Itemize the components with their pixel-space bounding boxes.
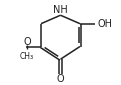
Text: O: O <box>57 74 64 84</box>
Text: OH: OH <box>98 19 113 29</box>
Text: NH: NH <box>53 5 68 15</box>
Text: CH₃: CH₃ <box>20 52 34 61</box>
Text: O: O <box>24 37 31 47</box>
